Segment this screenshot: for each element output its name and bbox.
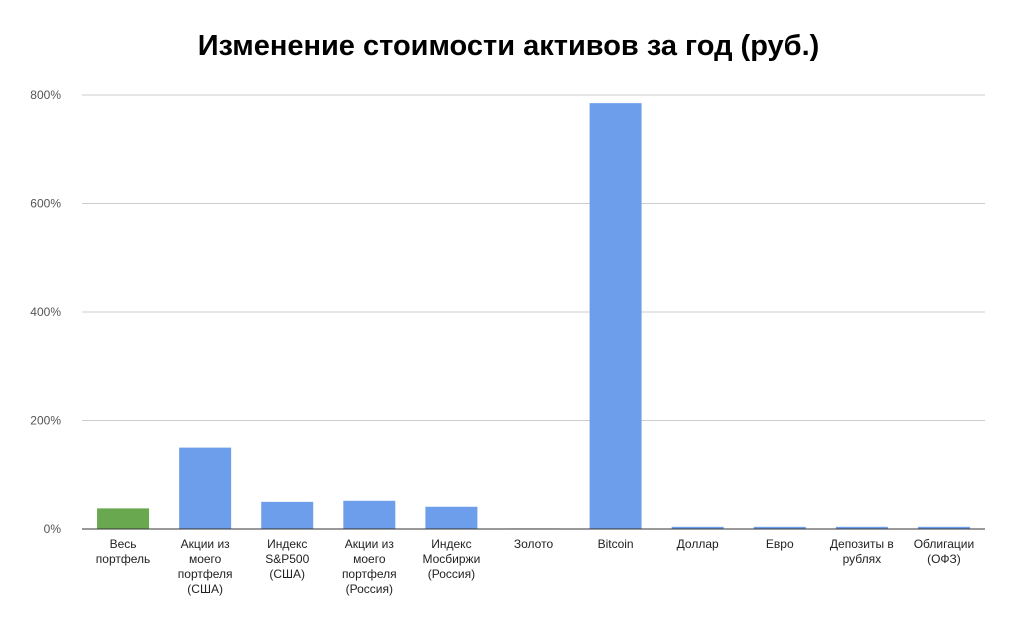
bar <box>343 500 396 529</box>
bars <box>97 103 970 529</box>
y-axis-ticks: 0% 200% 400% 600% 800% <box>30 88 61 536</box>
x-tick-label: Весь портфель <box>96 537 150 566</box>
y-tick-label: 600% <box>30 197 61 211</box>
chart-title: Изменение стоимости активов за год (руб.… <box>197 30 820 62</box>
bar <box>179 447 232 529</box>
bar <box>835 526 888 529</box>
x-tick-label: Акции из моего портфеля (США) <box>178 537 233 596</box>
bar <box>261 501 314 529</box>
y-tick-label: 800% <box>30 88 61 102</box>
x-tick-label: Индекс S&P500 (США) <box>265 537 309 581</box>
bar <box>97 508 150 529</box>
bar <box>753 526 806 529</box>
x-tick-label: Облигации (ОФЗ) <box>914 537 974 566</box>
y-tick-label: 400% <box>30 305 61 319</box>
x-tick-label: Доллар <box>677 537 719 551</box>
gridlines <box>82 94 985 421</box>
x-tick-label: Bitcoin <box>598 537 634 551</box>
x-tick-label: Акции из моего портфеля (Россия) <box>342 537 397 596</box>
x-axis-labels: Весь портфель Акции из моего портфеля (США) Ин… <box>96 537 974 596</box>
bar <box>589 103 642 529</box>
bar <box>671 526 724 529</box>
bar <box>917 526 970 529</box>
x-tick-label: Индекс Мосбиржи (Россия) <box>423 537 481 581</box>
x-tick-label: Евро <box>766 537 794 551</box>
x-tick-label: Депозиты в рублях <box>830 537 894 566</box>
y-tick-label: 0% <box>44 522 62 536</box>
x-tick-label: Золото <box>514 537 554 551</box>
bar <box>425 506 478 529</box>
y-tick-label: 200% <box>30 414 61 428</box>
